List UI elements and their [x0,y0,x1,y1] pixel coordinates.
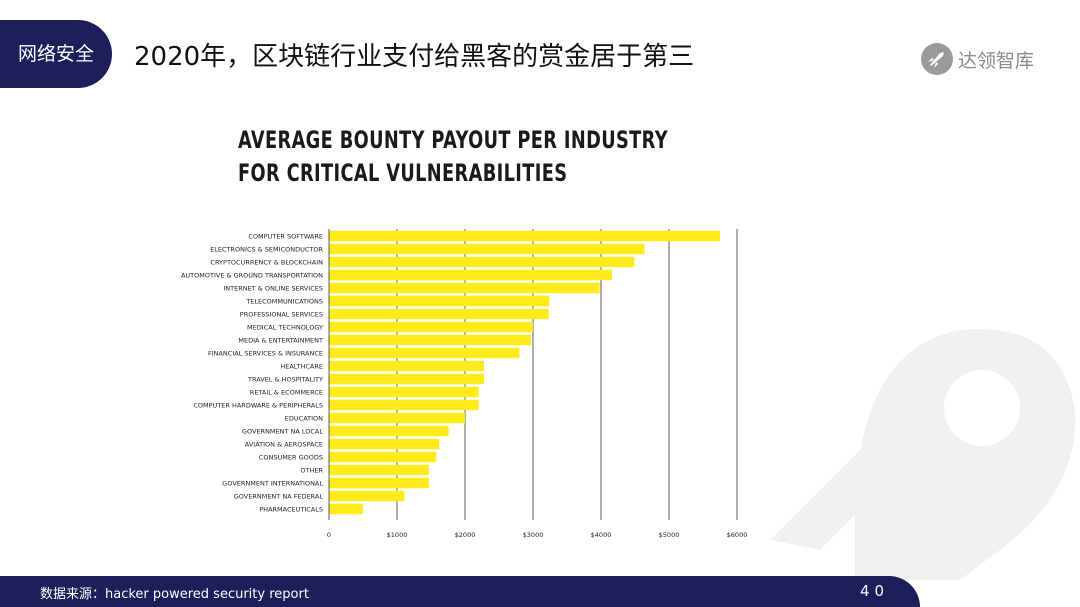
bar [329,399,479,411]
category-label: CRYPTOCURRENCY & BLOCKCHAIN [210,259,323,267]
bar [329,308,549,320]
bar [329,438,440,450]
bar [329,295,550,307]
bar [329,490,405,502]
category-label: HEALTHCARE [280,363,323,371]
category-label: PROFESSIONAL SERVICES [240,311,323,319]
brand-name: 达领智库 [957,49,1034,72]
bar [329,321,533,333]
category-label: ELECTRONICS & SEMICONDUCTOR [210,246,323,254]
category-label: CONSUMER GOODS [259,454,323,462]
bar [329,477,429,489]
data-source-note: 数据来源：hacker powered security report [40,587,309,602]
chart-title-line-1: AVERAGE BOUNTY PAYOUT PER INDUSTRY [238,126,668,154]
bar [329,425,449,437]
chart-title-line-2: FOR CRITICAL VULNERABILITIES [238,159,568,187]
bar [329,243,645,255]
x-tick-label: $3000 [523,531,544,539]
bar [329,230,720,242]
category-label: AUTOMOTIVE & GROUND TRANSPORTATION [181,272,323,280]
category-label: TELECOMMUNICATIONS [245,298,323,306]
category-label: COMPUTER HARDWARE & PERIPHERALS [193,402,323,410]
x-tick-label: 0 [327,531,331,539]
bar [329,464,429,476]
category-label: EDUCATION [285,415,323,423]
section-tab: 网络安全 [0,20,112,88]
x-tick-label: $6000 [727,531,748,539]
bar [329,334,531,346]
rocket-logo-icon [920,43,953,75]
category-label: COMPUTER SOFTWARE [248,233,323,241]
slide-title: 2020年，区块链行业支付给黑客的赏金居于第三 [134,42,695,72]
footer-bar: 数据来源：hacker powered security report 40 [0,576,920,607]
category-label: OTHER [300,467,323,475]
section-label: 网络安全 [17,43,94,65]
category-label: RETAIL & ECOMMERCE [250,389,323,397]
category-label: PHARMACEUTICALS [259,506,323,514]
bar [329,451,437,463]
x-tick-label: $5000 [659,531,680,539]
category-label: GOVERNMENT NA FEDERAL [234,493,324,501]
bar [329,386,479,398]
brand-logo: 达领智库 [920,42,1034,76]
x-tick-label: $2000 [455,531,476,539]
category-label: FINANCIAL SERVICES & INSURANCE [208,350,323,358]
category-label: MEDICAL TECHNOLOGY [247,324,323,332]
page-number: 40 [860,582,890,600]
category-label: INTERNET & ONLINE SERVICES [223,285,323,293]
bar [329,373,485,385]
chart-title: AVERAGE BOUNTY PAYOUT PER INDUSTRY FOR C… [238,124,668,190]
bar [329,412,465,424]
bar [329,503,363,515]
category-label: GOVERNMENT NA LOCAL [242,428,323,436]
rocket-watermark-icon [770,329,1076,580]
x-tick-label: $4000 [591,531,612,539]
category-label: TRAVEL & HOSPITALITY [247,376,323,384]
category-label: AVIATION & AEROSPACE [245,441,323,449]
bar [329,282,600,294]
x-tick-label: $1000 [387,531,408,539]
bar [329,269,612,281]
bar [329,347,520,359]
category-label: MEDIA & ENTERTAINMENT [238,337,323,345]
bar [329,360,485,372]
category-label: GOVERNMENT INTERNATIONAL [222,480,323,488]
bar [329,256,635,268]
